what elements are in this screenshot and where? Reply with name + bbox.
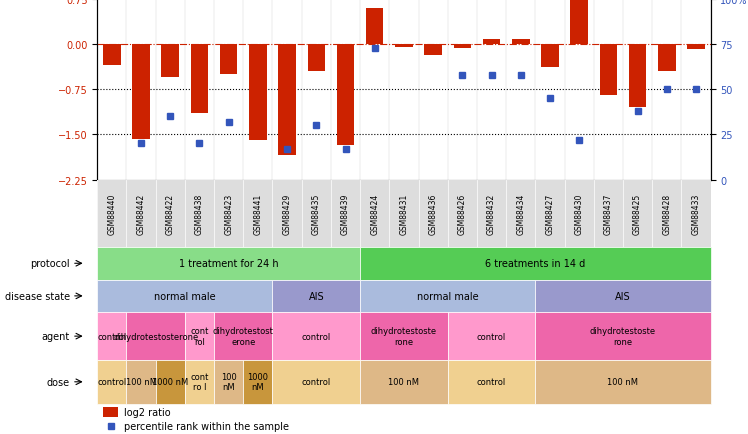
Text: 1000
nM: 1000 nM — [248, 372, 269, 391]
Text: cont
rol: cont rol — [190, 327, 209, 346]
Bar — [536, 280, 711, 312]
Bar — [512, 40, 530, 45]
Text: GSM88441: GSM88441 — [254, 193, 263, 234]
Text: GSM88434: GSM88434 — [516, 193, 525, 234]
Bar — [97, 312, 126, 360]
Bar — [214, 312, 272, 360]
Bar — [272, 312, 360, 360]
Bar — [424, 45, 442, 56]
Bar — [97, 280, 272, 312]
Bar — [191, 45, 208, 114]
Text: GSM88435: GSM88435 — [312, 193, 321, 234]
Bar — [536, 360, 711, 404]
Text: 100 nM: 100 nM — [607, 378, 639, 386]
Text: GSM88425: GSM88425 — [633, 193, 642, 234]
Text: GSM88424: GSM88424 — [370, 193, 379, 234]
Bar — [366, 9, 384, 45]
Bar — [243, 360, 272, 404]
Text: GSM88430: GSM88430 — [574, 193, 583, 234]
Bar — [360, 312, 448, 360]
Bar — [126, 312, 185, 360]
Text: GSM88427: GSM88427 — [545, 193, 554, 234]
Text: 100 nM: 100 nM — [126, 378, 156, 386]
Text: GSM88423: GSM88423 — [224, 193, 233, 234]
Bar — [103, 45, 120, 66]
Text: GSM88436: GSM88436 — [429, 193, 438, 234]
Bar — [360, 280, 536, 312]
Text: GSM88429: GSM88429 — [283, 193, 292, 234]
Bar — [126, 360, 156, 404]
Text: control: control — [477, 332, 506, 341]
Bar — [536, 312, 711, 360]
Bar — [278, 45, 296, 156]
Text: 1 treatment for 24 h: 1 treatment for 24 h — [179, 259, 278, 269]
Text: GSM88433: GSM88433 — [691, 193, 700, 234]
Bar — [448, 360, 536, 404]
Bar — [571, 0, 588, 45]
Bar — [214, 360, 243, 404]
Text: log2 ratio: log2 ratio — [124, 407, 171, 417]
Text: GSM88438: GSM88438 — [195, 193, 204, 234]
Text: control: control — [97, 332, 126, 341]
Text: control: control — [477, 378, 506, 386]
Bar — [542, 45, 559, 68]
Bar — [132, 45, 150, 139]
Bar — [97, 360, 126, 404]
Text: AIS: AIS — [615, 291, 631, 301]
Text: control: control — [97, 378, 126, 386]
Text: GSM88422: GSM88422 — [166, 193, 175, 234]
Bar — [162, 45, 179, 78]
Bar — [185, 360, 214, 404]
Bar — [307, 45, 325, 72]
Bar — [103, 407, 118, 418]
Text: normal male: normal male — [417, 291, 479, 301]
Text: disease state: disease state — [5, 291, 70, 301]
Bar — [337, 45, 355, 145]
Bar — [453, 45, 471, 49]
Text: GSM88440: GSM88440 — [108, 193, 117, 234]
Text: cont
ro l: cont ro l — [190, 372, 209, 391]
Bar — [629, 45, 646, 108]
Text: GSM88426: GSM88426 — [458, 193, 467, 234]
Bar — [185, 312, 214, 360]
Bar — [272, 360, 360, 404]
Text: GSM88431: GSM88431 — [399, 193, 408, 234]
Bar — [482, 40, 500, 45]
Bar — [360, 247, 711, 280]
Bar — [272, 280, 360, 312]
Text: 6 treatments in 14 d: 6 treatments in 14 d — [485, 259, 586, 269]
Text: 100 nM: 100 nM — [388, 378, 420, 386]
Text: dihydrotestosterone: dihydrotestosterone — [113, 332, 198, 341]
Text: 100
nM: 100 nM — [221, 372, 236, 391]
Bar — [360, 360, 448, 404]
Bar — [249, 45, 266, 141]
Bar — [395, 45, 413, 47]
Text: normal male: normal male — [154, 291, 215, 301]
Text: GSM88432: GSM88432 — [487, 193, 496, 234]
Bar — [687, 45, 705, 50]
Text: percentile rank within the sample: percentile rank within the sample — [124, 421, 289, 431]
Bar — [448, 312, 536, 360]
Text: dihydrotestoste
rone: dihydrotestoste rone — [371, 327, 437, 346]
Text: dihydrotestoste
rone: dihydrotestoste rone — [590, 327, 656, 346]
Text: protocol: protocol — [31, 259, 70, 269]
Text: control: control — [301, 332, 331, 341]
Text: dose: dose — [47, 377, 70, 387]
Text: 1000 nM: 1000 nM — [152, 378, 188, 386]
Bar — [600, 45, 617, 96]
Text: AIS: AIS — [308, 291, 324, 301]
Text: GSM88442: GSM88442 — [137, 193, 146, 234]
Bar — [658, 45, 675, 72]
Text: GSM88439: GSM88439 — [341, 193, 350, 234]
Text: agent: agent — [42, 332, 70, 341]
Bar — [97, 247, 360, 280]
Text: control: control — [301, 378, 331, 386]
Bar — [156, 360, 185, 404]
Text: GSM88428: GSM88428 — [662, 193, 671, 234]
Text: GSM88437: GSM88437 — [604, 193, 613, 234]
Text: dihydrotestost
erone: dihydrotestost erone — [213, 327, 274, 346]
Bar — [220, 45, 237, 75]
